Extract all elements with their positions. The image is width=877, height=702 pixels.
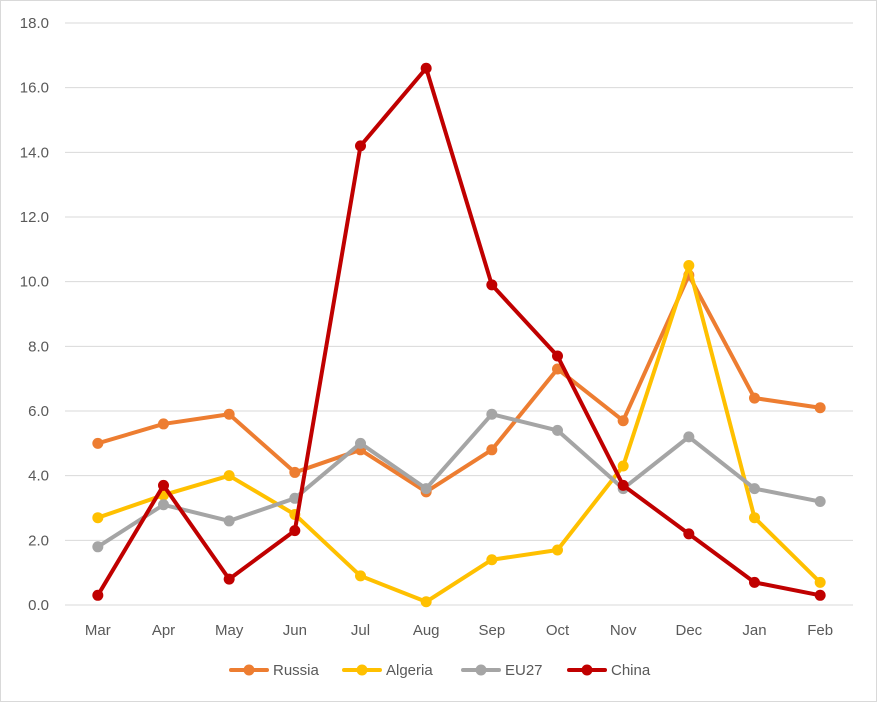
data-point-china bbox=[158, 479, 169, 491]
data-point-algeria bbox=[486, 554, 498, 566]
x-tick-label: Aug bbox=[413, 622, 440, 639]
series-line-eu27 bbox=[95, 412, 823, 549]
data-point-algeria bbox=[814, 576, 826, 588]
data-point-russia bbox=[92, 437, 104, 449]
y-tick-label: 4.0 bbox=[28, 468, 49, 485]
x-tick-label: Feb bbox=[807, 622, 833, 639]
data-point-russia bbox=[158, 418, 169, 430]
data-point-algeria bbox=[355, 570, 366, 582]
data-point-china bbox=[486, 279, 498, 291]
data-point-eu27 bbox=[486, 408, 498, 420]
data-point-russia bbox=[486, 444, 498, 456]
data-point-china bbox=[420, 62, 432, 74]
data-point-china bbox=[814, 589, 826, 601]
series-line-algeria bbox=[95, 263, 823, 604]
series-line-russia bbox=[95, 273, 823, 494]
data-point-eu27 bbox=[749, 483, 760, 495]
x-tick-label: Mar bbox=[85, 622, 111, 639]
y-tick-label: 16.0 bbox=[20, 80, 49, 97]
data-point-eu27 bbox=[814, 496, 826, 508]
data-point-russia bbox=[617, 415, 629, 427]
data-point-china bbox=[683, 528, 695, 540]
data-point-eu27 bbox=[552, 424, 563, 436]
series-china bbox=[92, 62, 826, 601]
data-point-algeria bbox=[617, 460, 629, 472]
data-point-russia bbox=[289, 466, 301, 478]
data-point-eu27 bbox=[289, 492, 301, 504]
y-tick-label: 18.0 bbox=[20, 15, 49, 32]
data-point-eu27 bbox=[158, 499, 169, 511]
data-point-eu27 bbox=[355, 437, 366, 449]
series-group bbox=[92, 62, 826, 608]
data-point-algeria bbox=[552, 544, 563, 556]
data-point-eu27 bbox=[223, 515, 235, 527]
data-point-algeria bbox=[420, 596, 432, 608]
x-tick-label: Dec bbox=[675, 622, 702, 639]
y-tick-label: 10.0 bbox=[20, 274, 49, 291]
gridlines bbox=[65, 22, 853, 606]
y-tick-label: 2.0 bbox=[28, 532, 49, 549]
data-point-russia bbox=[552, 363, 563, 375]
data-point-china bbox=[223, 573, 235, 585]
y-tick-label: 14.0 bbox=[20, 144, 49, 161]
legend-item-china: China bbox=[567, 662, 651, 679]
data-point-russia bbox=[749, 392, 760, 404]
data-point-china bbox=[355, 140, 366, 152]
data-point-china bbox=[289, 525, 301, 537]
x-tick-label: Nov bbox=[610, 622, 637, 639]
data-point-algeria bbox=[749, 512, 760, 524]
x-tick-label: May bbox=[215, 622, 244, 639]
series-eu27 bbox=[92, 408, 826, 553]
series-russia bbox=[92, 269, 826, 498]
data-point-algeria bbox=[683, 260, 695, 271]
data-point-china bbox=[617, 479, 629, 491]
data-point-china bbox=[92, 589, 104, 601]
legend-swatch-marker bbox=[475, 664, 487, 676]
legend-swatch-marker bbox=[243, 664, 255, 676]
legend-item-russia: Russia bbox=[229, 662, 320, 679]
legend-swatch-marker bbox=[356, 664, 368, 676]
x-tick-label: Sep bbox=[478, 622, 505, 639]
legend-label: Algeria bbox=[386, 662, 433, 679]
series-line-china bbox=[95, 66, 823, 598]
legend-swatch-marker bbox=[581, 664, 593, 676]
y-tick-label: 12.0 bbox=[20, 209, 49, 226]
x-tick-label: Apr bbox=[152, 622, 175, 639]
x-tick-label: Oct bbox=[546, 622, 570, 639]
y-tick-label: 6.0 bbox=[28, 403, 49, 420]
x-tick-label: Jul bbox=[351, 622, 370, 639]
data-point-algeria bbox=[223, 470, 235, 482]
legend-label: EU27 bbox=[505, 662, 543, 679]
legend-label: Russia bbox=[273, 662, 320, 679]
data-point-china bbox=[749, 576, 760, 588]
x-axis-ticks: Mar Apr May Jun Jul Aug Sep Oct Nov Dec Jan Feb bbox=[85, 622, 833, 639]
y-tick-label: 0.0 bbox=[28, 597, 49, 614]
legend-item-algeria: Algeria bbox=[342, 662, 433, 679]
legend-item-eu27: EU27 bbox=[461, 662, 543, 679]
data-point-eu27 bbox=[683, 431, 695, 443]
y-tick-label: 8.0 bbox=[28, 338, 49, 355]
data-point-china bbox=[552, 350, 563, 362]
y-axis-ticks: 0.0 2.0 4.0 6.0 8.0 10.0 12.0 14.0 16.0 18.0 bbox=[20, 15, 49, 614]
x-tick-label: Jun bbox=[283, 622, 307, 639]
data-point-russia bbox=[814, 402, 826, 414]
data-point-russia bbox=[223, 408, 235, 420]
data-point-algeria bbox=[92, 512, 104, 524]
data-point-eu27 bbox=[92, 541, 104, 553]
legend: Russia Algeria EU27 China bbox=[229, 662, 651, 679]
x-tick-label: Jan bbox=[742, 622, 766, 639]
legend-label: China bbox=[611, 662, 651, 679]
data-point-eu27 bbox=[420, 483, 432, 495]
